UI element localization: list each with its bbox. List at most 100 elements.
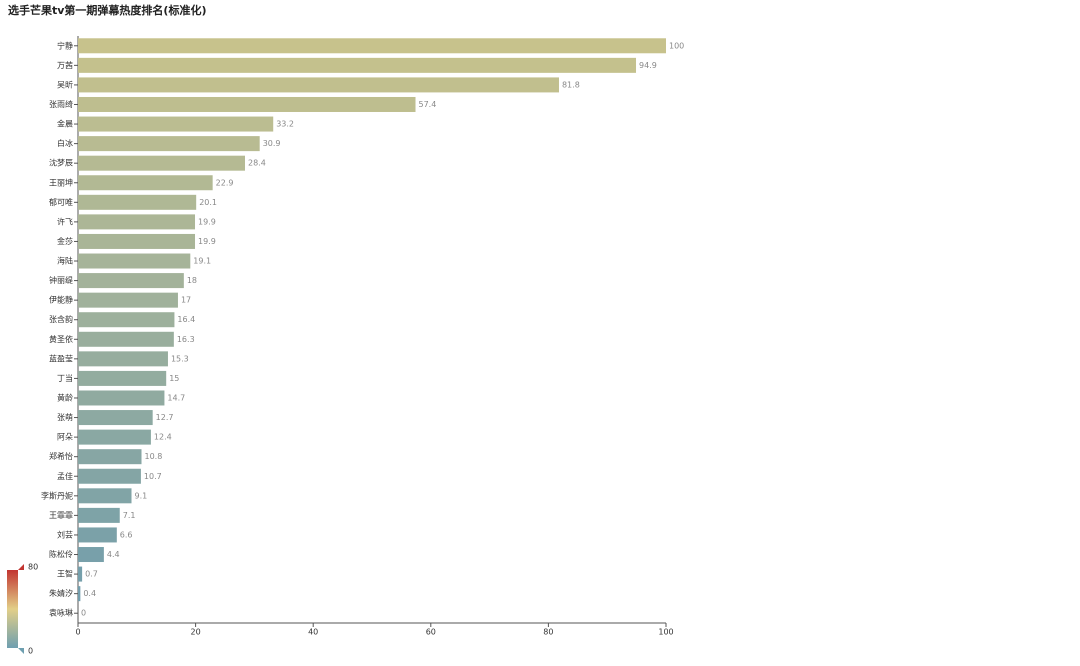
y-tick-label: 金晨 [57,119,73,129]
y-tick-label: 白冰 [57,138,73,148]
bar [78,116,274,132]
bar [78,175,213,191]
y-tick-label: 刘芸 [57,529,73,539]
bar [78,507,120,523]
y-tick-label: 沈梦辰 [49,158,73,168]
bar [78,155,245,171]
bar [78,233,196,249]
y-tick-label: 张雨绮 [49,99,73,109]
y-tick-label: 阿朵 [57,433,73,442]
value-label: 20.1 [199,198,217,207]
y-tick-label: 郑希怡 [49,451,73,461]
y-tick-label: 金莎 [57,236,73,246]
value-label: 100 [669,41,684,50]
bar [78,351,168,367]
x-tick-label: 20 [191,628,201,637]
bar [78,566,83,582]
bar [78,331,174,347]
bar [78,77,559,93]
value-label: 10.7 [144,472,162,481]
visual-map-handle-top [18,564,24,570]
y-tick-label: 万茜 [57,60,73,70]
bar [78,449,142,465]
bar [78,194,197,210]
value-label: 0.4 [83,589,96,598]
y-tick-label: 王霏霏 [49,511,73,520]
bar [78,547,104,563]
value-label: 17 [181,296,191,305]
y-tick-label: 王智 [57,569,73,579]
y-tick-label: 吴昕 [57,79,73,89]
value-label: 22.9 [216,178,234,187]
value-label: 33.2 [276,120,294,129]
value-label: 16.4 [177,315,195,324]
x-tick-label: 60 [426,628,436,637]
bar [78,57,637,73]
y-tick-label: 蓝盈莹 [49,353,73,363]
y-tick-label: 丁当 [57,373,73,383]
x-tick-label: 80 [543,628,553,637]
visual-map-bar [7,570,18,648]
bar [78,586,81,602]
visual-map-min: 0 [28,647,33,656]
y-tick-label: 李斯丹妮 [41,490,73,500]
bar [78,527,117,543]
value-label: 94.9 [639,61,657,70]
y-tick-label: 许飞 [57,216,73,226]
value-label: 81.8 [562,80,580,89]
y-tick-label: 袁咏琳 [49,608,73,618]
y-tick-label: 宁静 [57,40,73,50]
value-label: 9.1 [135,491,148,500]
bar [78,253,191,269]
value-label: 28.4 [248,159,266,168]
x-tick-label: 100 [658,628,673,637]
value-label: 14.7 [167,393,185,402]
value-label: 4.4 [107,550,120,559]
y-tick-label: 张含韵 [49,314,73,324]
bar [78,273,184,289]
value-label: 0.7 [85,570,98,579]
y-tick-label: 张萌 [57,412,73,422]
bar [78,312,175,328]
value-label: 16.3 [177,335,195,344]
value-label: 19.9 [198,217,216,226]
bar [78,410,153,426]
value-label: 57.4 [419,100,437,109]
y-tick-label: 陈松伶 [49,549,73,559]
value-label: 0 [81,609,86,618]
value-label: 19.1 [193,257,211,266]
value-label: 12.7 [156,413,174,422]
value-label: 6.6 [120,530,133,539]
bar [78,488,132,504]
y-tick-label: 黄圣依 [49,334,73,344]
visual-map-max: 80 [28,563,38,572]
value-label: 18 [187,276,197,285]
bar [78,370,167,386]
x-tick-label: 0 [75,628,80,637]
bar [78,96,416,112]
y-tick-label: 钟丽缇 [49,275,73,285]
visual-map-handle-bottom [18,648,24,654]
chart-title: 选手芒果tv第一期弹幕热度排名(标准化) [8,3,206,17]
value-label: 15 [169,374,179,383]
value-label: 15.3 [171,354,189,363]
bar [78,390,165,406]
bar [78,38,666,54]
bar [78,468,141,484]
bar [78,136,260,152]
y-tick-label: 郁可唯 [49,197,73,207]
value-label: 7.1 [123,511,136,520]
value-label: 10.8 [145,452,163,461]
y-tick-label: 海陆 [57,256,73,266]
value-label: 30.9 [263,139,281,148]
bar [78,429,151,445]
y-tick-label: 王丽坤 [49,177,73,187]
y-tick-label: 伊能静 [49,295,73,305]
y-tick-label: 孟佳 [57,471,73,481]
y-tick-label: 朱婧汐 [49,588,73,598]
y-tick-label: 黄龄 [57,392,73,402]
value-label: 19.9 [198,237,216,246]
x-tick-label: 40 [308,628,318,637]
value-label: 12.4 [154,433,172,442]
